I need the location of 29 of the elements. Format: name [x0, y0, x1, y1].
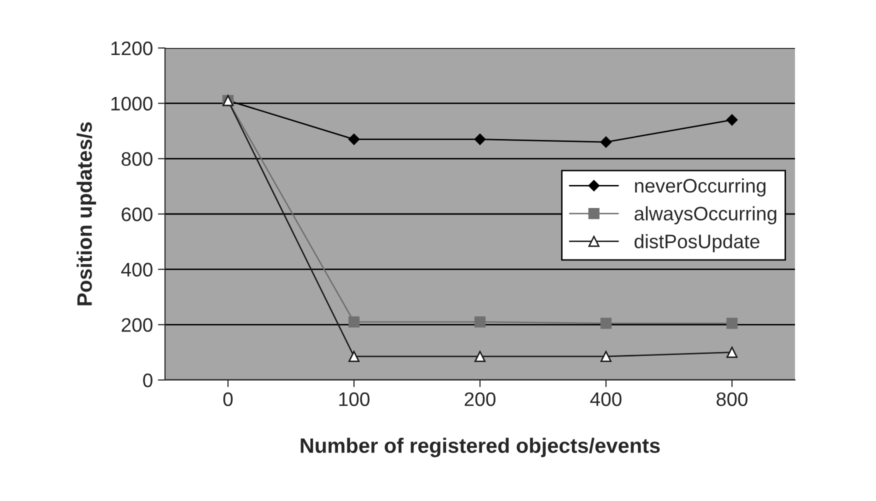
point: [600, 136, 612, 148]
x-tick-label: 400: [590, 392, 622, 406]
x-tick-label: 200: [464, 392, 496, 406]
y-tick-label: 1200: [111, 41, 152, 56]
point: [474, 134, 486, 145]
x-tick-label: 100: [339, 392, 370, 406]
legend-label: alwaysOccurring: [634, 206, 776, 224]
point: [474, 350, 486, 362]
y-tick-label: 200: [122, 318, 152, 332]
point: [348, 350, 360, 362]
point: [348, 134, 360, 145]
y-tick-label: 1000: [111, 96, 152, 111]
point: [348, 316, 360, 328]
x-axis-title: Number of registered objects/events: [300, 438, 660, 458]
point: [600, 318, 612, 329]
point: [726, 114, 738, 126]
point: [726, 346, 738, 358]
point: [474, 316, 486, 328]
y-tick-label: 0: [143, 373, 152, 388]
point: [600, 350, 612, 362]
y-tick-label: 800: [122, 152, 152, 166]
y-tick-label: 600: [122, 207, 152, 222]
point: [726, 318, 738, 329]
y-axis-title: Position updates/s: [76, 122, 96, 306]
legend-label: distPosUpdate: [634, 234, 760, 252]
y-tick-label: 400: [121, 262, 152, 277]
legend-label: neverOccurring: [635, 178, 766, 197]
x-tick-label: 0: [223, 392, 233, 406]
x-tick-label: 800: [716, 392, 748, 406]
